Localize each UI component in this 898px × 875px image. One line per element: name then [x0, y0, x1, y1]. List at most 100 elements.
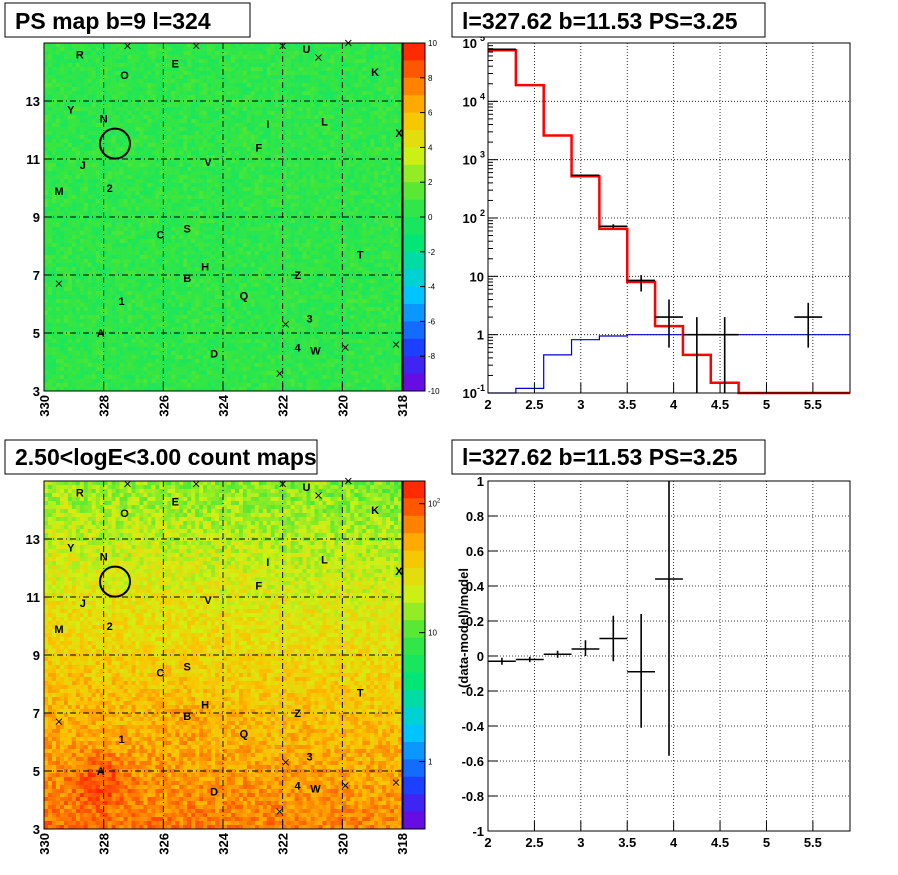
heatmap-cell	[87, 43, 93, 48]
heatmap-cell	[262, 123, 268, 128]
heatmap-cell	[55, 155, 61, 160]
heatmap-cell	[183, 135, 188, 140]
heatmap-cell	[246, 223, 252, 228]
heatmap-cell	[135, 167, 140, 172]
heatmap-cell	[127, 203, 132, 208]
heatmap-cell	[51, 163, 57, 168]
heatmap-cell	[59, 171, 65, 176]
heatmap-cell	[310, 51, 315, 56]
heatmap-cell	[342, 167, 347, 172]
heatmap-cell	[179, 219, 184, 224]
heatmap-cell	[79, 199, 85, 204]
heatmap-cell	[219, 171, 224, 176]
heatmap-cell	[187, 243, 192, 248]
heatmap-cell	[382, 183, 387, 188]
heatmap-cell	[362, 151, 367, 156]
heatmap-cell	[394, 63, 399, 68]
heatmap-cell	[370, 91, 375, 96]
heatmap-cell	[290, 155, 295, 160]
heatmap-cell	[67, 179, 73, 184]
heatmap-cell	[123, 43, 128, 48]
heatmap-cell	[95, 183, 100, 188]
heatmap-cell	[143, 71, 148, 76]
heatmap-cell	[378, 95, 383, 100]
heatmap-cell	[378, 231, 383, 236]
heatmap-cell	[155, 223, 160, 228]
heatmap-cell	[230, 151, 236, 156]
heatmap-cell	[111, 199, 116, 204]
heatmap-cell	[254, 175, 260, 180]
heatmap-cell	[226, 243, 232, 248]
heatmap-cell	[290, 247, 295, 252]
heatmap-cell	[246, 115, 252, 120]
heatmap-cell	[147, 135, 152, 140]
heatmap-cell	[151, 263, 156, 268]
heatmap-cell	[250, 239, 256, 244]
heatmap-cell	[207, 139, 212, 144]
heatmap-cell	[191, 155, 196, 160]
heatmap-cell	[183, 159, 188, 164]
heatmap-cell	[290, 223, 295, 228]
heatmap-cell	[211, 231, 216, 236]
heatmap-cell	[75, 87, 81, 92]
heatmap-cell	[59, 91, 65, 96]
heatmap-cell	[250, 71, 256, 76]
heatmap-cell	[59, 187, 65, 192]
heatmap-cell	[103, 103, 108, 108]
heatmap-cell	[87, 103, 93, 108]
heatmap-cell	[127, 87, 132, 92]
heatmap-cell	[346, 163, 351, 168]
heatmap-cell	[191, 199, 196, 204]
heatmap-cell	[203, 71, 208, 76]
heatmap-cell	[171, 83, 176, 88]
heatmap-cell	[254, 183, 260, 188]
heatmap-cell	[318, 187, 323, 192]
heatmap-cell	[207, 195, 212, 200]
heatmap-cell	[318, 111, 323, 116]
heatmap-cell	[358, 63, 363, 68]
heatmap-cell	[254, 83, 260, 88]
heatmap-cell	[370, 107, 375, 112]
heatmap-cell	[302, 127, 307, 132]
heatmap-cell	[386, 235, 391, 240]
heatmap-cell	[282, 103, 287, 108]
heatmap-cell	[207, 51, 212, 56]
heatmap-cell	[223, 219, 228, 224]
heatmap-cell	[215, 199, 220, 204]
heatmap-cell	[290, 87, 295, 92]
heatmap-cell	[306, 191, 311, 196]
heatmap-cell	[147, 95, 152, 100]
heatmap-cell	[262, 227, 268, 232]
heatmap-cell	[234, 195, 240, 200]
heatmap-cell	[75, 67, 81, 72]
heatmap-cell	[155, 111, 160, 116]
heatmap-cell	[358, 107, 363, 112]
heatmap-cell	[83, 239, 89, 244]
heatmap-cell	[199, 91, 204, 96]
heatmap-cell	[258, 207, 264, 212]
heatmap-cell	[47, 139, 53, 144]
heatmap-cell	[207, 251, 212, 256]
heatmap-cell	[234, 183, 240, 188]
heatmap-cell	[171, 71, 176, 76]
heatmap-cell	[75, 79, 81, 84]
heatmap-cell	[223, 195, 228, 200]
heatmap-cell	[163, 135, 168, 140]
heatmap-cell	[282, 227, 287, 232]
heatmap-cell	[342, 259, 347, 264]
heatmap-cell	[238, 127, 244, 132]
heatmap-cell	[298, 75, 303, 80]
heatmap-cell	[191, 231, 196, 236]
heatmap-cell	[115, 251, 120, 256]
heatmap-cell	[394, 163, 399, 168]
heatmap-cell	[262, 87, 268, 92]
heatmap-cell	[326, 147, 331, 152]
heatmap-cell	[139, 167, 144, 172]
heatmap-cell	[159, 239, 164, 244]
heatmap-cell	[394, 191, 399, 196]
heatmap-cell	[294, 147, 299, 152]
heatmap-cell	[366, 255, 371, 260]
heatmap-cell	[83, 243, 89, 248]
heatmap-cell	[290, 139, 295, 144]
heatmap-cell	[358, 183, 363, 188]
